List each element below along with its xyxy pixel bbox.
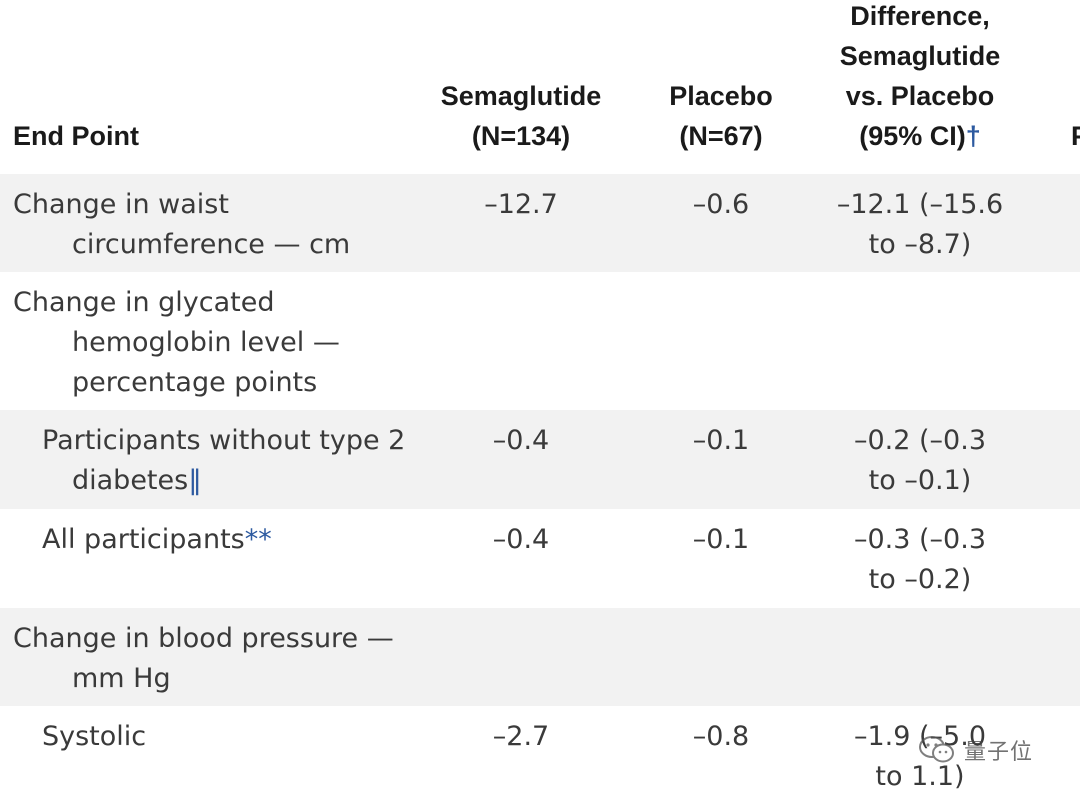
row-label: Change in glycated hemoglobin level — pe… bbox=[13, 287, 340, 398]
table-row: Systolic –2.7 –0.8 –1.9 (–5.0 to 1.1) bbox=[0, 706, 1080, 800]
column-header-difference: Difference, Semaglutide vs. Placebo (95%… bbox=[839, 1, 1001, 151]
footnote-mark[interactable]: ‖ bbox=[188, 465, 202, 496]
column-header-end-point: End Point bbox=[13, 121, 139, 151]
semaglutide-value: –0.4 bbox=[492, 524, 550, 555]
row-label: Change in waist circumference — cm bbox=[13, 189, 351, 260]
footnote-mark[interactable]: † bbox=[965, 121, 981, 151]
column-header-placebo: Placebo (N=67) bbox=[641, 76, 801, 156]
table-header: End Point Semaglutide (N=134) Placebo (N… bbox=[0, 0, 1080, 174]
difference-value: –0.2 (–0.3 to –0.1) bbox=[854, 425, 986, 496]
table-row-section: Change in glycated hemoglobin level — pe… bbox=[0, 272, 1080, 410]
semaglutide-value: –12.7 bbox=[484, 189, 558, 220]
placebo-value: –0.6 bbox=[692, 189, 750, 220]
table-row: Change in waist circumference — cm –12.7… bbox=[0, 174, 1080, 272]
row-label: Participants without type 2 diabetes‖ bbox=[42, 425, 406, 496]
column-header-semaglutide-n: (N=134) bbox=[471, 121, 571, 151]
difference-value: –12.1 (–15.6 to –8.7) bbox=[836, 189, 1004, 260]
wechat-logo-icon bbox=[919, 736, 954, 763]
footnote-mark[interactable]: ** bbox=[244, 524, 272, 555]
row-label: All participants** bbox=[42, 524, 272, 555]
placebo-value: –0.1 bbox=[692, 425, 750, 456]
watermark-text: 量子位 bbox=[964, 740, 1034, 765]
table-row-section: Change in blood pressure — mm Hg bbox=[0, 608, 1080, 706]
row-label: Change in blood pressure — mm Hg bbox=[13, 623, 394, 694]
watermark: 量子位 bbox=[918, 730, 1033, 770]
column-header-placebo-name: Placebo bbox=[669, 81, 773, 111]
table-row: Participants without type 2 diabetes‖ –0… bbox=[0, 410, 1080, 509]
difference-value: –1.9 (–5.0 to 1.1) bbox=[854, 721, 986, 792]
semaglutide-value: –0.4 bbox=[492, 425, 550, 456]
row-label: Systolic bbox=[42, 721, 147, 752]
difference-value: –0.3 (–0.3 to –0.2) bbox=[854, 524, 986, 595]
table-row: All participants** –0.4 –0.1 –0.3 (–0.3 … bbox=[0, 509, 1080, 608]
column-header-semaglutide: Semaglutide (N=134) bbox=[421, 76, 621, 156]
column-header-placebo-n: (N=67) bbox=[679, 121, 763, 151]
placebo-value: –0.8 bbox=[692, 721, 750, 752]
placebo-value: –0.1 bbox=[692, 524, 750, 555]
column-header-p-value: P bbox=[1071, 116, 1080, 156]
semaglutide-value: –2.7 bbox=[492, 721, 550, 752]
column-header-semaglutide-name: Semaglutide bbox=[440, 81, 602, 111]
